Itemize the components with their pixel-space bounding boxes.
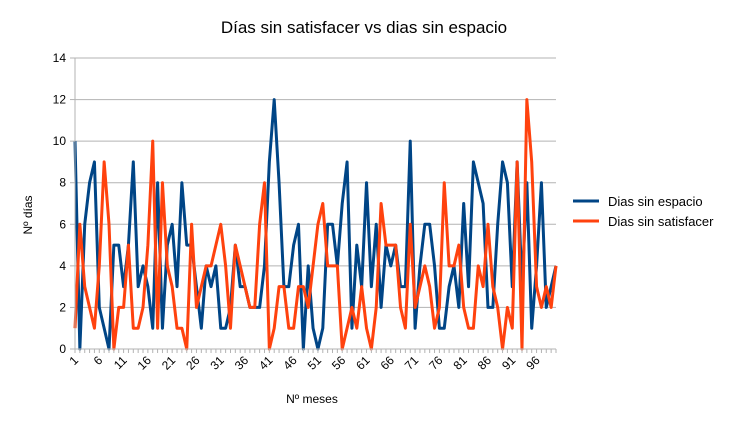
y-tick-label: 6 [59, 217, 66, 231]
legend-label: Dias sin espacio [608, 194, 703, 209]
x-tick-label: 21 [159, 353, 179, 373]
y-tick-label: 14 [53, 51, 67, 65]
x-tick-label: 81 [450, 353, 470, 373]
x-tick-label: 51 [305, 353, 325, 373]
x-tick-label: 6 [91, 353, 106, 368]
x-tick-label: 71 [402, 353, 422, 373]
legend: Dias sin espacio Dias sin satisfacer [573, 194, 714, 229]
x-tick-label: 26 [183, 353, 203, 373]
x-tick-label: 56 [329, 353, 349, 373]
x-tick-label: 86 [475, 353, 495, 373]
x-tick-label: 11 [111, 353, 130, 372]
y-tick-label: 10 [53, 134, 67, 148]
y-tick-label: 0 [59, 342, 66, 356]
legend-label: Dias sin satisfacer [608, 214, 714, 229]
x-tick-label: 96 [523, 353, 543, 373]
x-tick-label: 46 [280, 353, 300, 373]
y-axis-title: Nº días [21, 195, 35, 234]
x-tick-label: 36 [232, 353, 252, 373]
series-lines [73, 98, 558, 351]
x-tick-label: 61 [353, 353, 373, 373]
series-line-2 [73, 98, 558, 351]
y-tick-label: 8 [59, 176, 66, 190]
x-tick-label: 76 [426, 353, 446, 373]
x-tick-label: 41 [256, 353, 276, 373]
x-axis-title: Nº meses [286, 392, 338, 406]
x-tick-label: 16 [135, 353, 155, 373]
y-tick-label: 2 [59, 300, 66, 314]
chart-title: Días sin satisfacer vs dias sin espacio [221, 18, 507, 37]
x-tick-label: 91 [499, 353, 519, 373]
y-tick-label: 12 [53, 93, 67, 107]
x-tick-label: 66 [378, 353, 398, 373]
x-tick-label: 31 [208, 353, 228, 373]
x-tick-label: 1 [66, 353, 81, 368]
y-tick-label: 4 [59, 259, 66, 273]
